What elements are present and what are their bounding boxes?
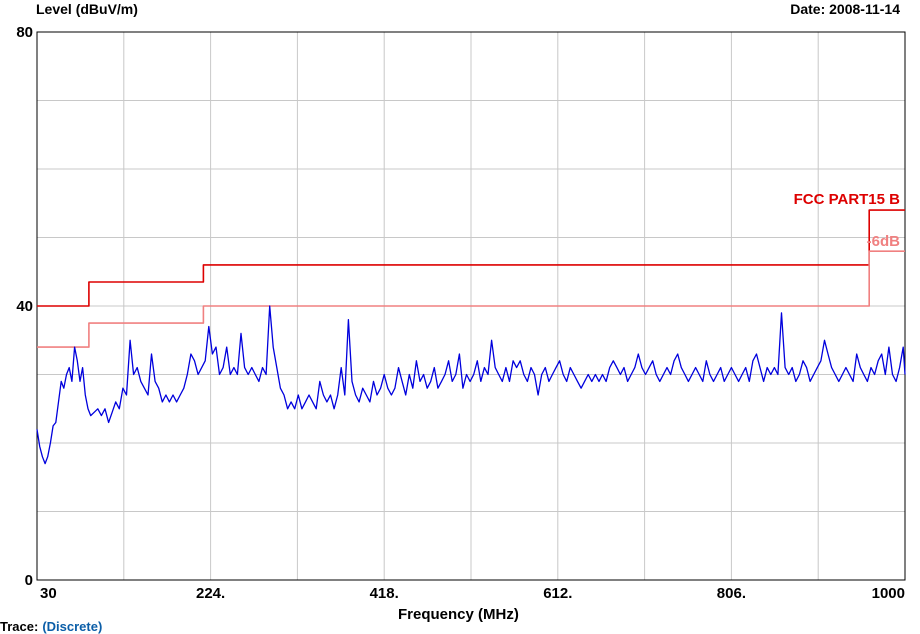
- limit-line-label: FCC PART15 B: [794, 191, 901, 208]
- x-tick-label: 418.: [370, 585, 399, 602]
- limit-line: [37, 209, 905, 307]
- margin-line-label: -6dB: [867, 233, 901, 250]
- y-tick-label: 80: [16, 24, 33, 41]
- y-tick-label: 0: [25, 572, 33, 589]
- margin-line: [37, 250, 905, 348]
- x-tick-label: 30: [40, 585, 57, 602]
- x-tick-label: 1000: [872, 585, 905, 602]
- measured-trace: [36, 305, 906, 465]
- x-tick-labels: 30 224. 418. 612. 806. 1000: [40, 585, 905, 602]
- y-tick-labels: 0 40 80: [16, 24, 33, 589]
- y-tick-label: 40: [16, 298, 33, 315]
- x-tick-label: 612.: [543, 585, 572, 602]
- x-tick-label: 224.: [196, 585, 225, 602]
- x-tick-label: 806.: [717, 585, 746, 602]
- y-axis-label: Level (dBuV/m): [36, 1, 138, 17]
- date-label: Date: 2008-11-14: [790, 1, 900, 17]
- x-axis-label: Frequency (MHz): [398, 606, 519, 623]
- series-layer: [36, 209, 906, 465]
